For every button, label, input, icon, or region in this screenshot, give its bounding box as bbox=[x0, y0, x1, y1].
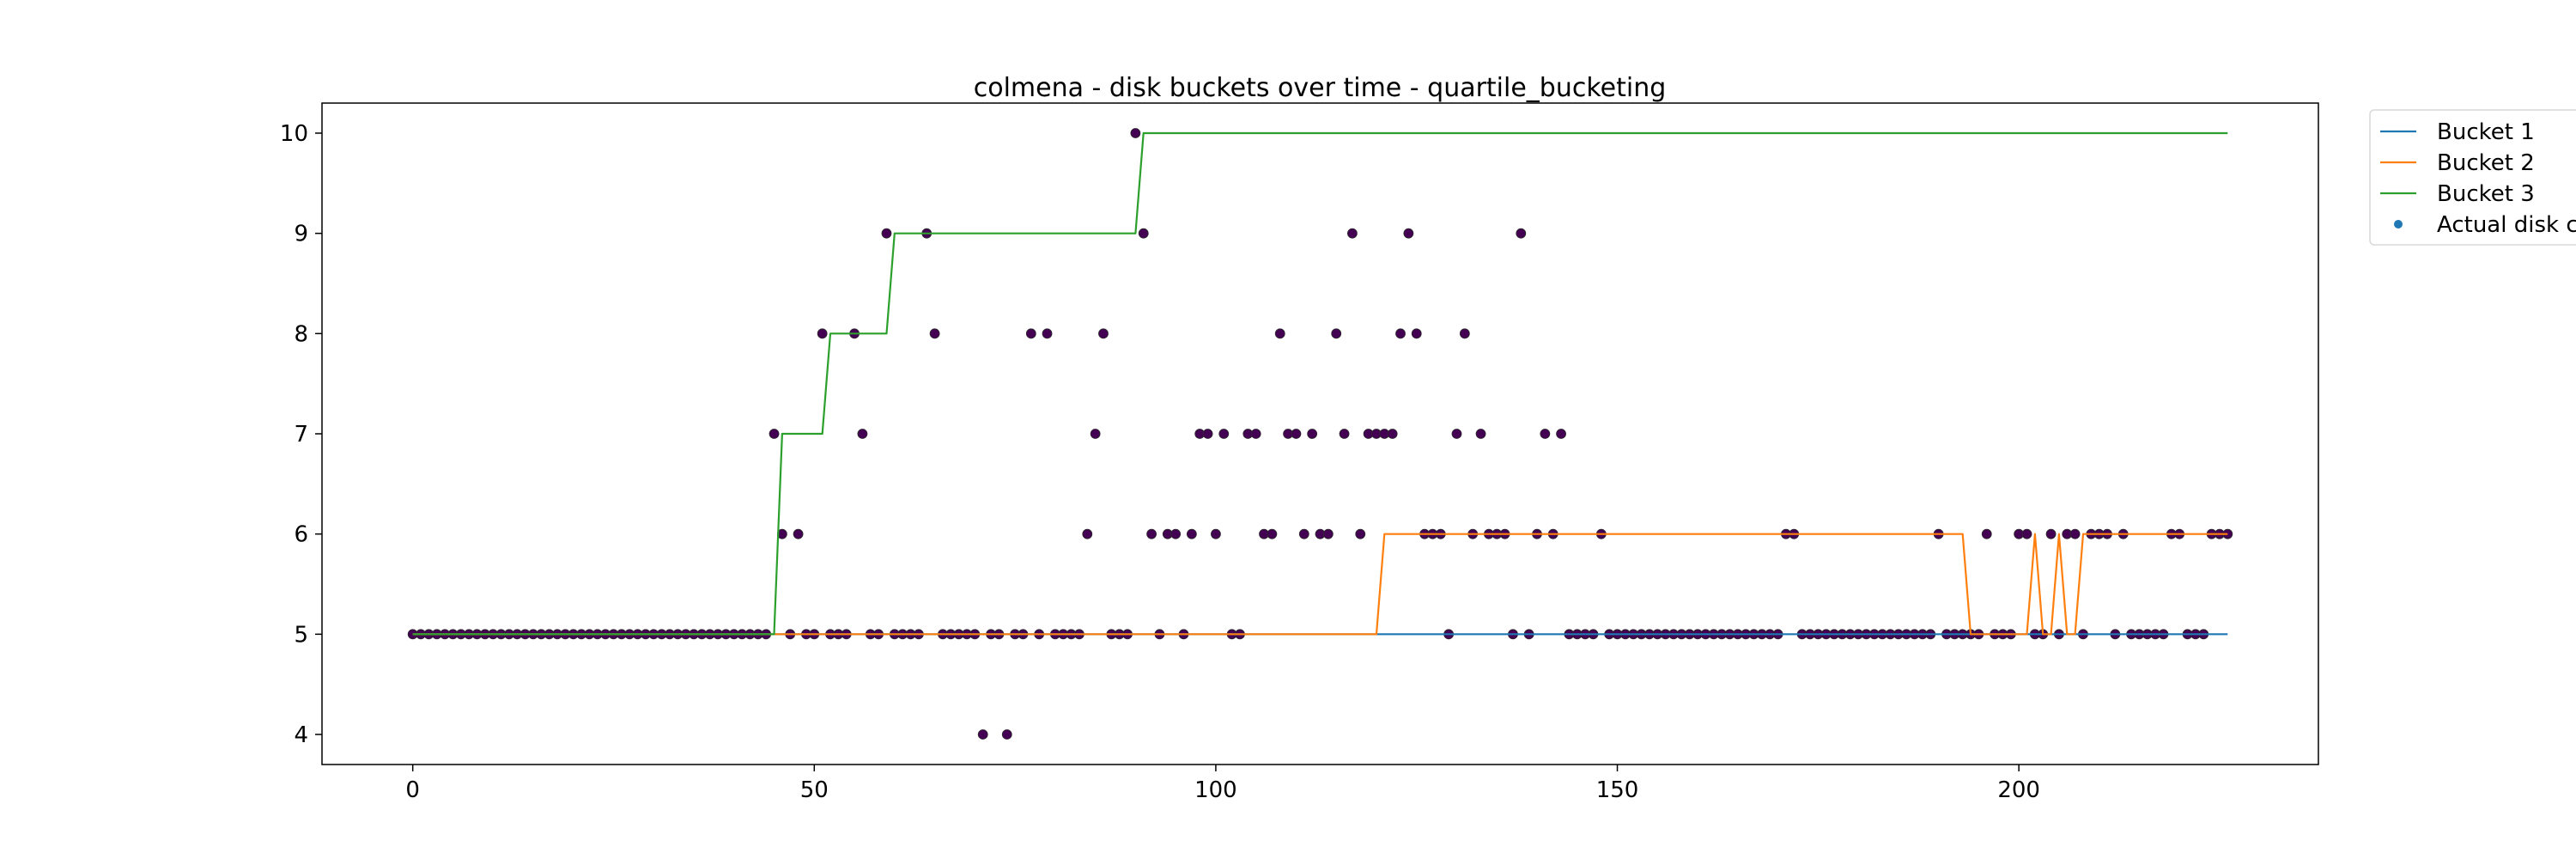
x-tick-label: 200 bbox=[1997, 777, 2040, 803]
data-point bbox=[881, 228, 892, 239]
data-point bbox=[1459, 328, 1470, 339]
data-point bbox=[793, 528, 804, 539]
data-point bbox=[1387, 429, 1398, 439]
data-point bbox=[929, 328, 940, 339]
data-point bbox=[1556, 429, 1566, 439]
data-point bbox=[1451, 429, 1462, 439]
y-tick-label: 6 bbox=[294, 522, 308, 548]
data-point bbox=[1025, 328, 1036, 339]
data-point bbox=[1138, 228, 1149, 239]
data-point bbox=[1202, 429, 1213, 439]
legend-label: Bucket 3 bbox=[2437, 181, 2535, 207]
data-point bbox=[1267, 528, 1278, 539]
legend-label: Bucket 1 bbox=[2437, 119, 2535, 145]
data-point bbox=[1218, 429, 1230, 439]
legend-box bbox=[2369, 109, 2576, 246]
data-point bbox=[1395, 328, 1406, 339]
data-point bbox=[2021, 528, 2032, 539]
data-point bbox=[1331, 328, 1342, 339]
y-tick-label: 5 bbox=[294, 622, 308, 648]
data-point bbox=[1322, 528, 1334, 539]
data-point bbox=[1146, 528, 1157, 539]
data-point bbox=[1516, 228, 1527, 239]
data-point bbox=[1411, 328, 1422, 339]
data-point bbox=[1403, 228, 1414, 239]
y-tick-label: 4 bbox=[294, 722, 308, 748]
data-point bbox=[1090, 429, 1101, 439]
data-point bbox=[1347, 228, 1358, 239]
y-tick-label: 7 bbox=[294, 422, 308, 448]
data-point bbox=[817, 328, 828, 339]
data-point bbox=[1001, 729, 1012, 740]
data-point bbox=[1211, 528, 1221, 539]
data-point bbox=[1250, 429, 1261, 439]
x-tick-label: 50 bbox=[800, 777, 829, 803]
legend-marker bbox=[2394, 220, 2403, 228]
data-point bbox=[1355, 528, 1366, 539]
x-tick-label: 0 bbox=[405, 777, 420, 803]
data-point bbox=[1042, 328, 1053, 339]
chart-title: colmena - disk buckets over time - quart… bbox=[974, 73, 1667, 103]
data-point bbox=[1307, 429, 1318, 439]
legend-label: Actual disk co bbox=[2437, 212, 2576, 238]
x-tick-label: 100 bbox=[1194, 777, 1237, 803]
y-tick-label: 10 bbox=[280, 121, 308, 147]
data-point bbox=[1186, 528, 1197, 539]
data-point bbox=[769, 429, 780, 439]
data-point bbox=[2069, 528, 2081, 539]
data-point bbox=[1170, 528, 1182, 539]
y-tick-label: 8 bbox=[294, 321, 308, 347]
data-point bbox=[1082, 528, 1093, 539]
data-point bbox=[1540, 429, 1551, 439]
data-point bbox=[1475, 429, 1486, 439]
data-point bbox=[857, 429, 868, 439]
data-point bbox=[1098, 328, 1109, 339]
data-point bbox=[1298, 528, 1309, 539]
data-point bbox=[1339, 429, 1350, 439]
data-point bbox=[1274, 328, 1285, 339]
series-line-3 bbox=[412, 131, 2228, 636]
data-point bbox=[1291, 429, 1302, 439]
x-tick-label: 150 bbox=[1596, 777, 1639, 803]
axes-frame bbox=[321, 102, 2319, 765]
y-tick-label: 9 bbox=[294, 222, 308, 247]
data-point bbox=[977, 729, 988, 740]
data-point bbox=[1130, 128, 1141, 138]
legend-label: Bucket 2 bbox=[2437, 150, 2535, 176]
data-point bbox=[2045, 528, 2057, 539]
series-line-2 bbox=[412, 533, 2228, 636]
data-point bbox=[1981, 528, 1992, 539]
